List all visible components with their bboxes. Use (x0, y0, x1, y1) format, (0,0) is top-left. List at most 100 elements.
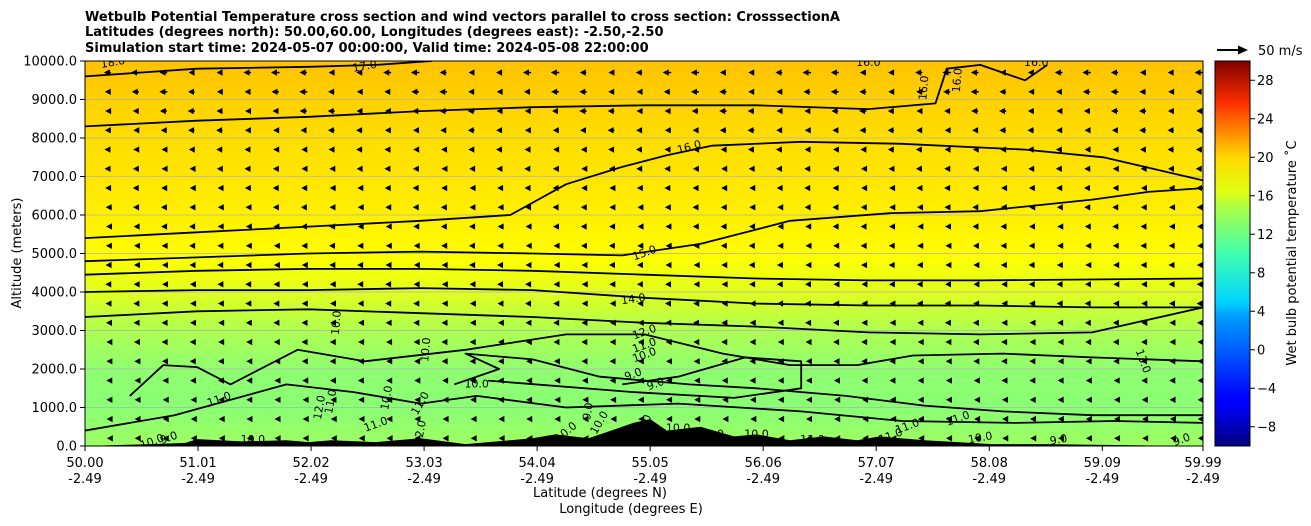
field-band (85, 171, 1203, 177)
wind-vector (552, 127, 559, 134)
wind-vector (805, 377, 812, 384)
wind-vector (385, 223, 392, 230)
wind-vector (636, 107, 643, 115)
wind-vector (162, 261, 169, 269)
wind-vector (106, 358, 113, 365)
wind-vector (974, 435, 981, 442)
wind-vector (1167, 146, 1174, 153)
wind-vector (748, 165, 755, 172)
wind-vector (833, 300, 840, 307)
y-tick-label: 0.0 (56, 440, 77, 455)
wind-vector (944, 300, 951, 307)
wind-key-arrow-icon (1238, 45, 1248, 55)
wind-vector (358, 338, 365, 346)
wind-vector (132, 184, 139, 192)
wind-vector (1167, 107, 1174, 115)
wind-vector (664, 204, 671, 211)
wind-vector (777, 358, 784, 365)
wind-vector (889, 396, 896, 403)
wind-vector (831, 107, 839, 115)
wind-vector (1169, 338, 1176, 346)
wind-vector (915, 165, 922, 172)
wind-vector (1139, 88, 1146, 95)
wind-vector (525, 204, 532, 211)
wind-vector (385, 319, 392, 326)
wind-vector (189, 184, 196, 192)
colorbar-gradient (1214, 60, 1251, 447)
wind-vector (468, 146, 475, 153)
wind-vector (777, 300, 784, 307)
wind-vector (1195, 88, 1202, 95)
contour-label: 18.0 (100, 54, 126, 71)
wind-vector (972, 184, 979, 192)
colorbar-tick-label: 24 (1257, 112, 1274, 127)
field-band (85, 301, 1203, 307)
wind-vector (299, 69, 307, 76)
wind-vector (942, 69, 952, 76)
contour-line-17.0 (85, 61, 432, 78)
wind-vector (861, 165, 868, 172)
wind-vector (1001, 338, 1008, 346)
wind-vector (273, 300, 280, 307)
wind-vector (470, 435, 477, 442)
wind-vector (944, 319, 951, 326)
field-band (85, 330, 1203, 336)
wind-vector (805, 281, 812, 288)
wind-vector (748, 242, 755, 249)
wind-vector (187, 127, 195, 134)
wind-vector (1142, 415, 1149, 423)
wind-vector (917, 358, 924, 365)
wind-vector (273, 127, 280, 134)
wind-vector (162, 435, 169, 442)
wind-vector (525, 223, 532, 230)
wind-vector (1110, 88, 1119, 95)
wind-vector (358, 396, 365, 403)
wind-vector (749, 319, 756, 326)
wind-vector (1001, 281, 1008, 288)
wind-vector (217, 261, 224, 269)
wind-vector (694, 377, 701, 384)
horizontal-gridlines (85, 60, 1203, 447)
y-tick-label: 1000.0 (32, 401, 78, 416)
wind-vector (1113, 300, 1120, 307)
y-tick-label: 3000.0 (32, 324, 78, 339)
wind-vector (498, 435, 505, 442)
wind-vector (804, 127, 811, 134)
wind-vector (720, 146, 727, 153)
wind-vector (161, 358, 168, 365)
wind-vector (889, 319, 896, 326)
wind-vector (1001, 184, 1008, 192)
wind-vector (1057, 396, 1064, 403)
wind-vector (579, 88, 587, 95)
wind-vector (580, 204, 587, 211)
wind-vector (218, 338, 225, 346)
wind-vector (497, 300, 504, 307)
x-tick-label-lon: -2.49 (1085, 472, 1119, 487)
wind-vector (302, 377, 309, 384)
wind-vector (301, 146, 308, 153)
y-tick-label: 8000.0 (32, 132, 78, 147)
wind-vector (190, 300, 197, 307)
wind-vector (329, 300, 336, 307)
contour-label: 10.0 (378, 385, 395, 411)
wind-vector (1027, 69, 1034, 76)
wind-vector (944, 204, 951, 211)
contour-line-14.5 (85, 268, 1203, 282)
wind-vector (721, 377, 728, 384)
wind-vector (190, 415, 197, 423)
wind-vector (413, 319, 420, 326)
field-band (85, 286, 1203, 293)
wind-vector (972, 146, 979, 153)
contour-label: 11.0 (322, 388, 339, 414)
wind-vector (1197, 396, 1203, 403)
wind-vector (1001, 319, 1008, 326)
wind-vector (889, 204, 896, 211)
field-band (85, 325, 1203, 331)
wind-vector (1000, 223, 1007, 230)
wind-vector (1056, 107, 1063, 115)
x-tick-label-lat: 57.07 (858, 456, 895, 471)
wind-vector (608, 165, 615, 172)
wind-vector (943, 88, 951, 95)
wind-vector (1056, 127, 1063, 134)
wind-vector (973, 377, 980, 384)
